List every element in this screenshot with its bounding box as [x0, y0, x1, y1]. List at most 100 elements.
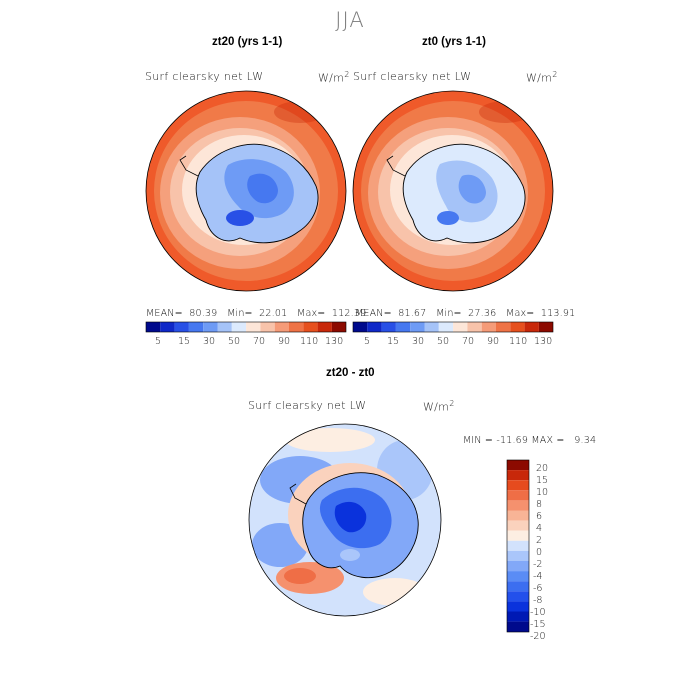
cbar-3-swatch [507, 561, 529, 572]
map-2-coldest-core [458, 174, 486, 204]
colorbar-panel-3 [506, 459, 530, 633]
map-3-warm-s-core [284, 568, 316, 584]
cbar-2-tick: 110 [509, 336, 528, 347]
panel-1-units-base: W/m [318, 71, 345, 85]
cbar-1-swatch [289, 322, 304, 332]
cbar-3-tick: -6 [533, 583, 543, 594]
cbar-3-swatch [507, 520, 529, 531]
cbar-3-swatch [507, 480, 529, 491]
cbar-3-tick: -15 [530, 619, 546, 630]
panel-1-mean-label: MEAN= [146, 308, 183, 319]
panel-3-units: W/m2 [423, 399, 455, 414]
season-title: JJA [335, 8, 365, 32]
map-panel-3 [249, 424, 441, 616]
panel-3-max-value: 9.34 [574, 435, 597, 446]
panel-3-stats: MIN = -11.69 MAX = 9.34 [463, 435, 596, 446]
cbar-1-swatch [160, 322, 175, 332]
cbar-2-swatch [510, 322, 525, 332]
cbar-3-tick: -2 [533, 559, 543, 570]
panel-1-units: W/m2 [318, 70, 350, 85]
map-1-border [145, 90, 347, 292]
cbar-1-tick: 90 [278, 336, 291, 347]
cbar-1-tick: 30 [203, 336, 216, 347]
panel-2-units: W/m2 [526, 70, 558, 85]
panel-3-title: zt20 - zt0 [326, 367, 375, 379]
cbar-1-swatch [303, 322, 318, 332]
cbar-2-frame [352, 321, 554, 333]
cbar-3-swatch [507, 460, 529, 471]
panel-2-units-base: W/m [526, 71, 553, 85]
cbar-1-tick: 15 [178, 336, 191, 347]
cbar-3-swatch [507, 470, 529, 481]
cbar-1-tick: 5 [155, 336, 162, 347]
map-1-coldest-core [247, 173, 278, 204]
cbar-3-tick: -10 [530, 607, 546, 618]
panel-2-mean-label: MEAN= [355, 308, 392, 319]
cbar-1-tick: 110 [300, 336, 319, 347]
cbar-2-tick: 5 [364, 336, 371, 347]
panel-1-max-label: Max= [297, 308, 326, 319]
panel-3-min-value: -11.69 [496, 435, 529, 446]
cbar-3-swatch [507, 571, 529, 582]
cbar-2-swatch [353, 322, 368, 332]
cbar-2-swatch [367, 322, 382, 332]
cbar-1-swatch [146, 322, 161, 332]
cbar-1-swatch [260, 322, 275, 332]
map-3-peninsula [289, 483, 307, 505]
cbar-2-swatch [467, 322, 482, 332]
cbar-2-tick: 130 [534, 336, 553, 347]
cbar-3-swatch [507, 540, 529, 551]
map-2-coastline [402, 143, 526, 244]
cbar-3-swatch [507, 591, 529, 602]
cbar-3-tick: 4 [536, 523, 543, 534]
panel-2-stats: MEAN= 81.67 Min= 27.36 Max= 113.91 [355, 308, 575, 319]
map-3-coastline [302, 472, 419, 579]
cbar-3-tick: -20 [530, 631, 546, 642]
cbar-1-tick: 70 [253, 336, 266, 347]
cbar-3-tick: 20 [536, 463, 549, 474]
cbar-1-swatch [246, 322, 261, 332]
map-panel-2 [353, 91, 553, 291]
cbar-1-swatch [203, 322, 218, 332]
map-2-border [352, 90, 554, 292]
panel-3-variable: Surf clearsky net LW [248, 399, 367, 412]
cbar-3-swatch [507, 601, 529, 612]
cbar-3-swatch [507, 611, 529, 622]
map-panel-1 [146, 91, 346, 291]
cbar-3-tick: 2 [536, 535, 543, 546]
panel-3-units-exp: 2 [449, 399, 455, 408]
panel-1-variable: Surf clearsky net LW [145, 70, 264, 83]
cbar-3-swatch [507, 510, 529, 521]
cbar-1-swatch [274, 322, 289, 332]
cbar-1-tick: 130 [325, 336, 344, 347]
cbar-2-tick: 50 [437, 336, 450, 347]
panel-3-units-base: W/m [423, 400, 450, 414]
cbar-2-tick: 70 [462, 336, 475, 347]
cbar-1-swatch [231, 322, 247, 332]
panel-1-mean-value: 80.39 [189, 308, 218, 319]
cbar-1-swatch [217, 322, 232, 332]
map-2-peninsula [386, 155, 406, 177]
panel-3-max-label: MAX = [531, 435, 565, 446]
cbar-2-swatch [481, 322, 496, 332]
panel-1-min-label: Min= [227, 308, 253, 319]
cbar-1-swatch [188, 322, 204, 332]
panel-2-min-label: Min= [436, 308, 462, 319]
cbar-2-swatch [381, 322, 396, 332]
cbar-2-swatch [453, 322, 468, 332]
panel-1-title: zt20 (yrs 1-1) [212, 36, 283, 48]
cbar-3-tick: -4 [533, 571, 543, 582]
cbar-2-tick: 15 [387, 336, 400, 347]
cbar-3-swatch [507, 500, 529, 511]
panel-2-min-value: 27.36 [468, 308, 497, 319]
cbar-2-swatch [424, 322, 439, 332]
colorbar-panel-1 [145, 321, 347, 333]
panel-1-units-exp: 2 [344, 70, 350, 79]
cbar-3-swatch [507, 621, 529, 632]
cbar-3-swatch [507, 581, 529, 592]
cbar-2-tick: 90 [487, 336, 500, 347]
cbar-2-swatch [524, 322, 539, 332]
panel-1-min-value: 22.01 [259, 308, 288, 319]
cbar-2-swatch [410, 322, 425, 332]
